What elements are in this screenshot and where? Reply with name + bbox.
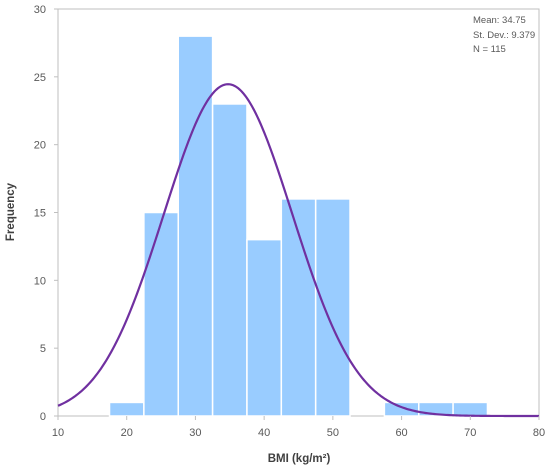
stat-sd: St. Dev.: 9.379	[473, 30, 535, 41]
histogram-bar	[108, 401, 145, 417]
x-axis-ticks: 10 20 30 40 50 60 70 80	[52, 416, 545, 439]
y-axis-title: Frequency	[5, 182, 17, 241]
x-tick-label: 40	[258, 427, 270, 439]
histogram-bar	[211, 103, 248, 417]
y-tick-label: 10	[34, 275, 46, 287]
x-tick-label: 30	[189, 427, 201, 439]
normal-curve	[57, 83, 539, 418]
x-tick-label: 60	[395, 427, 407, 439]
x-tick-label: 50	[327, 427, 339, 439]
x-tick-label: 10	[52, 427, 64, 439]
stat-n: N = 115	[473, 44, 506, 55]
x-axis-title: BMI (kg/m²)	[268, 453, 331, 465]
y-tick-label: 20	[34, 140, 46, 152]
histogram-bar	[314, 198, 351, 417]
histogram-bar	[246, 238, 283, 417]
y-axis-ticks: 0 5 10 15 20 25 30	[34, 4, 58, 423]
y-tick-label: 25	[34, 72, 46, 84]
x-tick-label: 80	[533, 427, 545, 439]
histogram-bar	[143, 211, 179, 417]
y-tick-label: 0	[40, 411, 46, 423]
y-tick-label: 15	[34, 208, 46, 220]
stat-mean: Mean: 34.75	[473, 15, 526, 26]
x-tick-label: 20	[121, 427, 133, 439]
y-tick-label: 5	[40, 343, 46, 355]
histogram-bars	[108, 35, 489, 417]
y-tick-label: 30	[34, 4, 46, 16]
histogram-bar	[452, 401, 489, 417]
histogram-bar	[177, 35, 214, 417]
histogram-bar	[383, 401, 420, 417]
x-tick-label: 70	[464, 427, 476, 439]
